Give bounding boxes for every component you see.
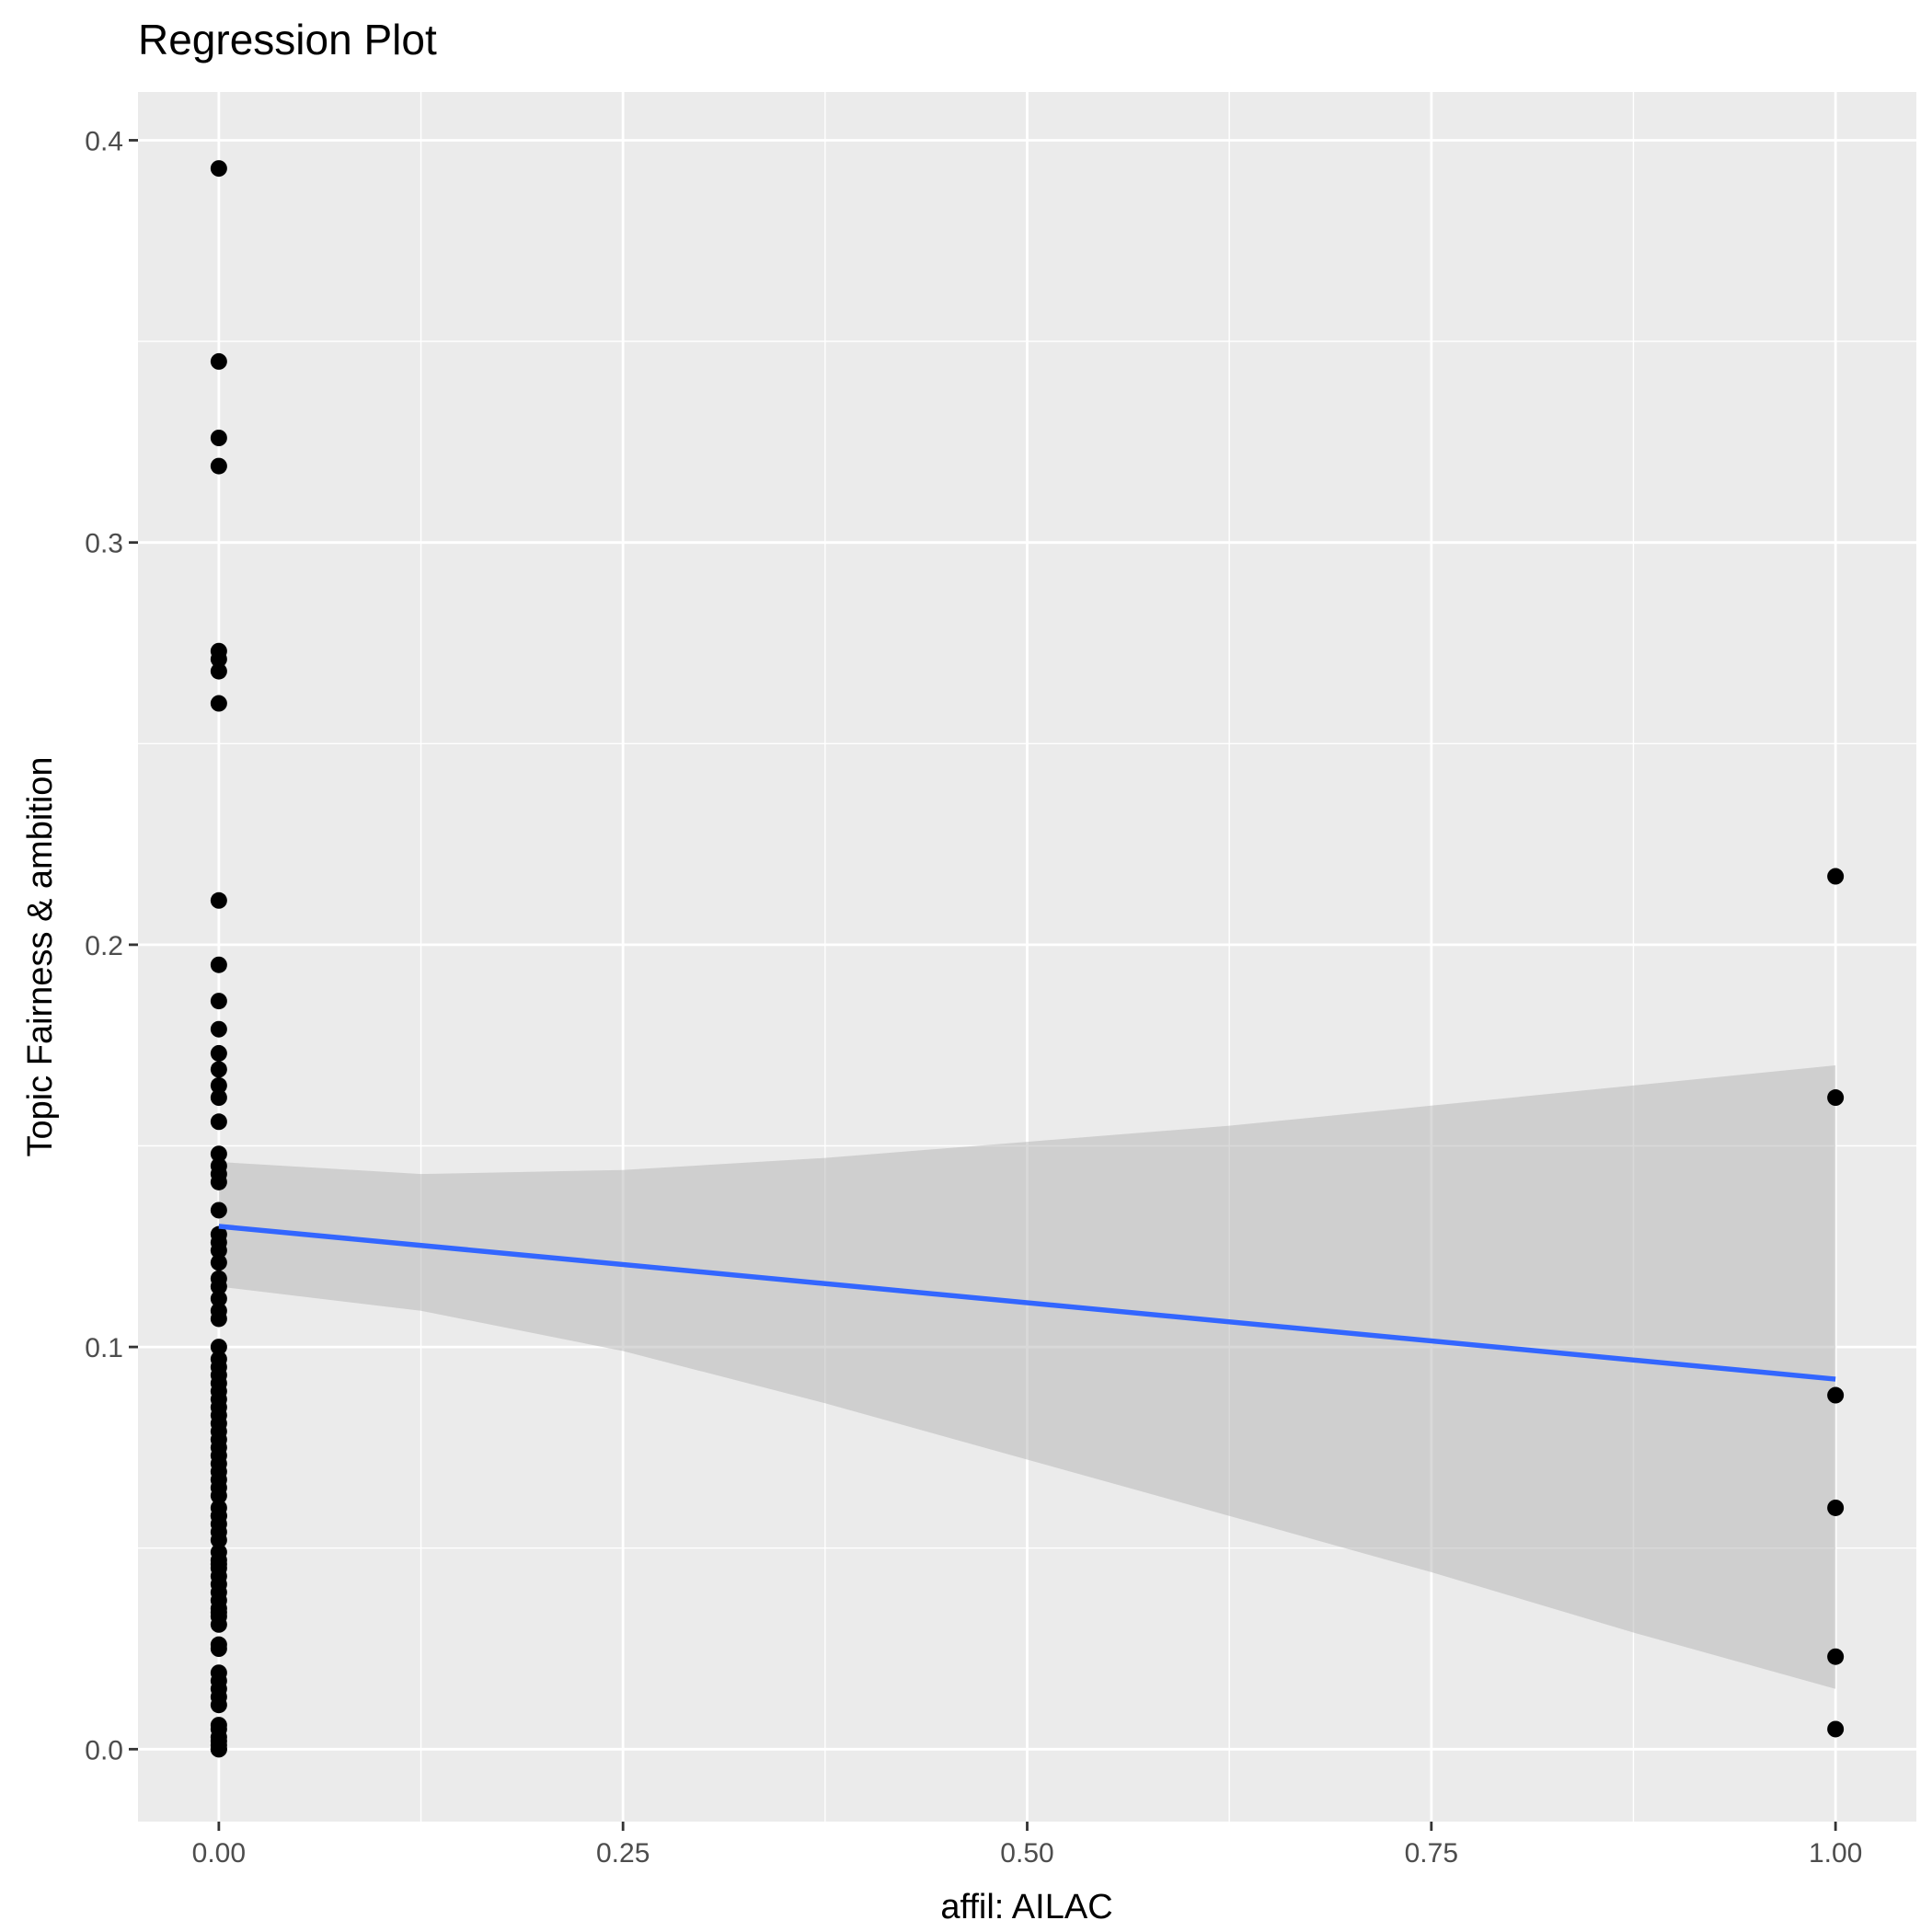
data-point — [210, 891, 227, 909]
x-tick-label: 0.50 — [1000, 1838, 1053, 1869]
y-tick-label: 0.3 — [85, 529, 123, 559]
data-point — [210, 1061, 227, 1078]
data-point — [210, 1020, 227, 1038]
data-point — [210, 1173, 227, 1190]
data-point — [210, 1310, 227, 1328]
data-point — [210, 1604, 227, 1621]
y-tick-label: 0.4 — [85, 126, 123, 156]
data-point — [210, 1290, 227, 1307]
data-point — [210, 1487, 227, 1504]
data-point — [210, 662, 227, 680]
data-point — [210, 1696, 227, 1714]
x-tick-label: 0.75 — [1405, 1838, 1458, 1869]
confidence-band-layer — [218, 1065, 1836, 1689]
data-point — [1827, 1499, 1845, 1516]
data-point — [1827, 1648, 1845, 1665]
data-point — [210, 1242, 227, 1259]
data-point — [210, 1254, 227, 1271]
data-point — [210, 1044, 227, 1062]
data-point — [210, 160, 227, 178]
data-point — [1827, 1089, 1845, 1107]
x-tick-label: 0.00 — [192, 1838, 246, 1869]
data-point — [210, 1339, 227, 1356]
data-point — [210, 1278, 227, 1295]
data-point — [210, 430, 227, 446]
y-tick-label: 0.0 — [85, 1735, 123, 1765]
data-point — [210, 1076, 227, 1094]
x-axis-title: affil: AILAC — [940, 1888, 1112, 1926]
data-point — [210, 1089, 227, 1107]
data-point — [210, 1556, 227, 1573]
regression-line — [218, 1224, 1836, 1382]
x-tick-label: 0.25 — [596, 1838, 650, 1869]
data-point — [210, 1741, 227, 1758]
data-point — [1827, 868, 1845, 885]
axes: 0.00 0.25 0.50 0.75 1.00 0.0 0.1 0.2 0.3 0.4 — [85, 126, 1862, 1869]
data-point — [210, 1507, 227, 1524]
data-point — [210, 352, 227, 370]
y-tick-label: 0.2 — [85, 931, 123, 961]
data-points — [210, 160, 1845, 1758]
data-point — [210, 1531, 227, 1548]
data-point — [210, 1113, 227, 1131]
data-point — [210, 1202, 227, 1219]
x-tick-label: 1.00 — [1809, 1838, 1862, 1869]
data-point — [210, 650, 227, 668]
data-point — [210, 993, 227, 1010]
data-point — [210, 956, 227, 973]
regression-line-layer — [218, 1224, 1836, 1382]
data-point — [210, 457, 227, 475]
data-point — [210, 1636, 227, 1653]
data-point — [210, 1616, 227, 1633]
data-point — [1827, 1720, 1845, 1738]
confidence-band — [218, 1065, 1836, 1689]
y-tick-label: 0.1 — [85, 1333, 123, 1363]
data-point — [210, 1145, 227, 1163]
data-point — [1827, 1386, 1845, 1404]
data-point — [210, 695, 227, 712]
chart-title: Regression Plot — [138, 16, 437, 63]
y-axis-title: Topic Fairness & ambition — [21, 756, 60, 1156]
